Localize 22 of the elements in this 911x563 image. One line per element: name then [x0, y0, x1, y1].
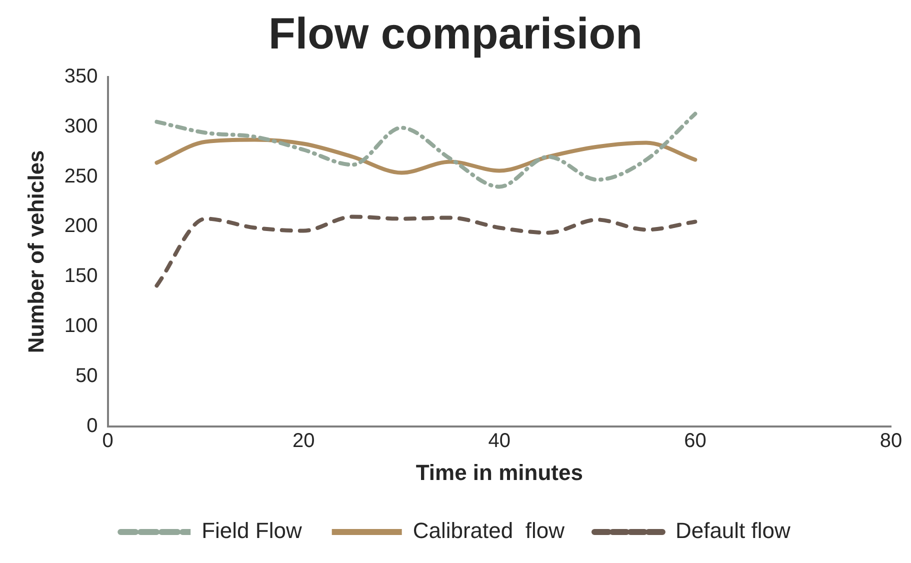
- legend-label: Default flow: [675, 518, 791, 544]
- line-series: [154, 214, 698, 288]
- x-tick-label: 80: [880, 430, 902, 452]
- y-tick-label: 150: [64, 265, 98, 288]
- chart-title: Flow comparision: [268, 10, 643, 59]
- x-tick-label: 60: [684, 430, 706, 452]
- line-series: [154, 138, 698, 175]
- y-tick-label: 200: [64, 215, 98, 238]
- y-tick-label: 0: [86, 415, 98, 438]
- legend-label: Calibrated flow: [412, 518, 565, 544]
- y-tick-label: 350: [64, 65, 98, 88]
- line-series: [154, 112, 698, 189]
- y-tick-label: 300: [64, 115, 98, 138]
- y-tick-label: 50: [76, 365, 98, 388]
- x-tick-label: 0: [102, 430, 114, 452]
- y-tick-label: 250: [64, 165, 98, 188]
- x-tick-label: 20: [292, 430, 315, 452]
- y-axis-title: Number of vehicles: [23, 150, 48, 354]
- x-axis-title: Time in minutes: [416, 460, 583, 485]
- legend-label: Field Flow: [202, 518, 302, 544]
- x-tick-label: 40: [488, 430, 511, 452]
- y-tick-label: 100: [64, 315, 98, 338]
